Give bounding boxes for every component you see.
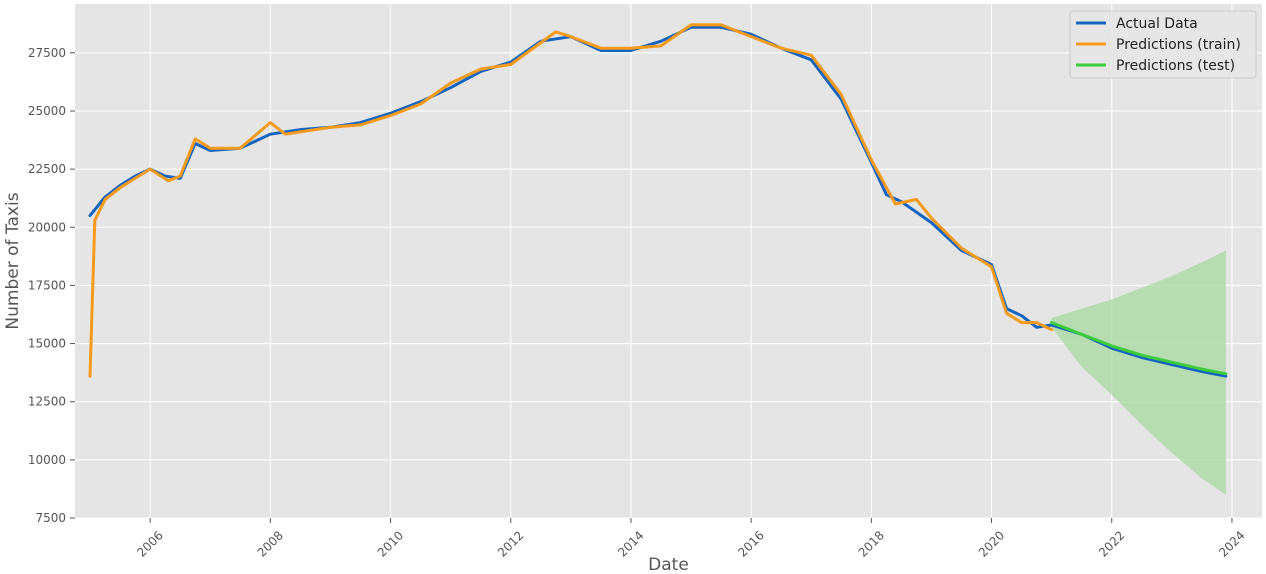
x-tick-label: 2024 — [1216, 528, 1247, 559]
x-tick-label: 2006 — [134, 528, 165, 559]
y-tick-label: 20000 — [28, 220, 66, 234]
x-tick-label: 2020 — [976, 528, 1007, 559]
series-line-3 — [1050, 321, 1228, 376]
legend-label-1: Actual Data — [1116, 16, 1198, 32]
y-tick-label: 22500 — [28, 162, 66, 176]
legend-label-2: Predictions (train) — [1116, 37, 1241, 53]
y-tick-label: 27500 — [28, 46, 66, 60]
x-tick-label: 2010 — [375, 528, 406, 559]
y-axis-title: Number of Taxis — [3, 192, 23, 329]
x-tick-label: 2022 — [1096, 528, 1127, 559]
legend: Actual Data Predictions (train) Prediction… — [1069, 10, 1257, 79]
y-tick-label: 12500 — [28, 395, 66, 409]
x-tick-label: 2014 — [615, 528, 646, 559]
legend-label-3: Predictions (test) — [1116, 58, 1235, 74]
confidence-band — [1051, 250, 1226, 495]
x-axis-ticks: 2006 2008 2010 2012 2014 2016 2018 2020 2022 2024 — [134, 518, 1248, 560]
y-tick-label: 17500 — [28, 278, 66, 292]
series-layer — [88, 23, 1228, 378]
series-line-2 — [88, 23, 1054, 378]
x-axis-title: Date — [648, 555, 689, 574]
x-tick-label: 2012 — [495, 528, 526, 559]
x-tick-label: 2016 — [735, 528, 766, 559]
y-tick-label: 10000 — [28, 453, 66, 467]
legend-box — [1069, 10, 1257, 79]
y-axis-ticks: 7500 10000 12500 15000 17500 20000 22500 25000 2… — [28, 46, 75, 525]
y-tick-label: 15000 — [28, 337, 66, 351]
plot-background — [75, 4, 1262, 518]
y-tick-label: 25000 — [28, 104, 66, 118]
y-tick-label: 7500 — [35, 511, 66, 525]
confidence-band-layer — [1051, 250, 1226, 495]
x-tick-label: 2008 — [255, 528, 286, 559]
x-tick-label: 2018 — [856, 528, 887, 559]
